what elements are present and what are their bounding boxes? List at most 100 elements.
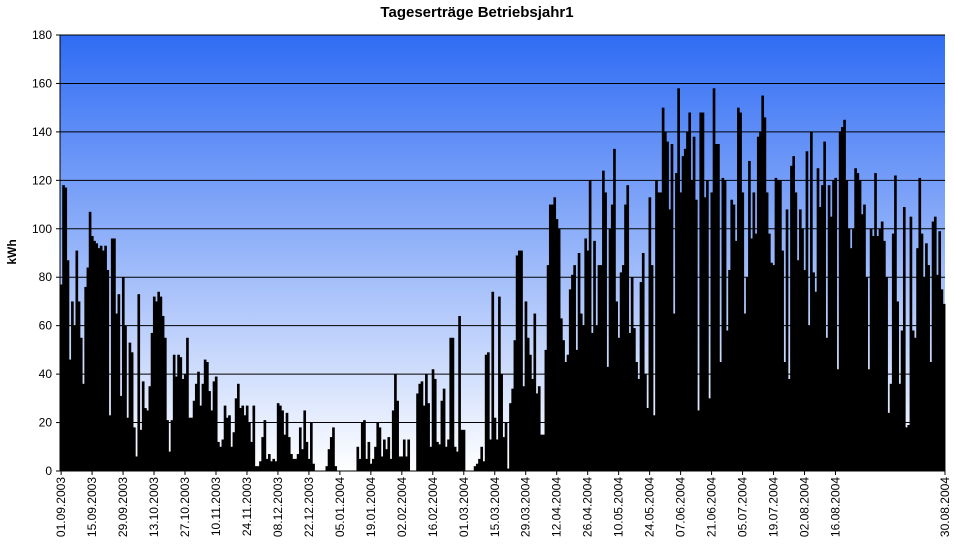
bar (334, 466, 338, 471)
bar (458, 315, 461, 471)
bar (650, 265, 654, 471)
bar (358, 458, 362, 471)
bar (217, 441, 220, 471)
bar (146, 410, 149, 471)
bar (363, 420, 366, 471)
bar (294, 458, 298, 471)
bar (679, 192, 683, 471)
bar (163, 337, 167, 471)
bar (617, 337, 621, 471)
x-tick-label: 13.10.2003 (147, 477, 161, 537)
bar (666, 141, 669, 471)
bar (444, 446, 448, 471)
bar (571, 274, 574, 471)
bar (183, 374, 187, 471)
bar (502, 437, 506, 471)
bar (880, 221, 884, 471)
bar (865, 277, 869, 471)
bar (847, 228, 851, 471)
bar (241, 405, 245, 471)
bar (929, 362, 933, 471)
bar (887, 412, 891, 471)
bar (551, 204, 554, 471)
bar (152, 296, 156, 471)
bar (878, 228, 882, 471)
bar (867, 369, 871, 471)
bar (418, 383, 422, 471)
bar (792, 156, 795, 472)
bar (911, 330, 915, 471)
bar (371, 458, 375, 471)
bar (137, 294, 141, 471)
x-tick-label: 22.12.2003 (302, 477, 316, 537)
bar (896, 301, 899, 471)
bar (287, 437, 291, 471)
bar (82, 383, 85, 471)
bar (734, 240, 738, 471)
bar (675, 173, 678, 471)
bar (214, 376, 218, 471)
y-tick-label: 60 (39, 319, 53, 333)
bar-series (60, 88, 946, 472)
bar (482, 461, 486, 471)
bar (854, 168, 857, 471)
bar (396, 400, 399, 471)
bar (639, 282, 643, 471)
bar (876, 236, 880, 471)
bar (79, 337, 83, 471)
bar (124, 325, 127, 471)
bar (93, 240, 96, 471)
bar (263, 420, 267, 471)
bar (420, 381, 424, 471)
bar (608, 228, 612, 471)
bar (858, 180, 862, 471)
bar (832, 180, 835, 471)
bar (135, 456, 138, 471)
bar (383, 439, 386, 471)
bar (812, 272, 815, 471)
x-tick-label: 15.09.2003 (85, 477, 99, 537)
bar (548, 204, 552, 471)
bar (670, 144, 674, 471)
bar (378, 427, 382, 471)
bar (102, 250, 105, 471)
bar (172, 354, 176, 471)
bar (664, 131, 667, 471)
bar (925, 243, 928, 471)
bar (243, 415, 247, 471)
bar (553, 197, 557, 472)
bar (389, 458, 393, 471)
bar (546, 265, 550, 471)
bar (626, 185, 630, 471)
bar (781, 250, 784, 471)
bar (285, 412, 289, 471)
bar (765, 192, 769, 471)
bar (422, 405, 426, 471)
bar (779, 180, 782, 471)
bar (460, 429, 464, 471)
bar (579, 313, 583, 471)
bar (845, 180, 849, 471)
bar (922, 277, 926, 471)
bar (750, 238, 753, 471)
bar (659, 192, 663, 471)
bar (210, 410, 214, 471)
bar (500, 374, 503, 471)
bar (168, 451, 172, 471)
y-tick-label: 140 (32, 125, 52, 139)
bar (113, 238, 116, 471)
bar (869, 228, 873, 471)
bar (584, 238, 588, 471)
bar (785, 209, 789, 471)
bar (542, 434, 545, 471)
bar (121, 277, 125, 471)
bar (219, 446, 222, 471)
bar (126, 417, 130, 471)
bar (821, 185, 824, 471)
bar (624, 204, 627, 471)
bar (834, 177, 838, 471)
bar (433, 378, 437, 471)
bar (575, 349, 579, 471)
bar (801, 228, 804, 471)
bar (708, 398, 711, 471)
